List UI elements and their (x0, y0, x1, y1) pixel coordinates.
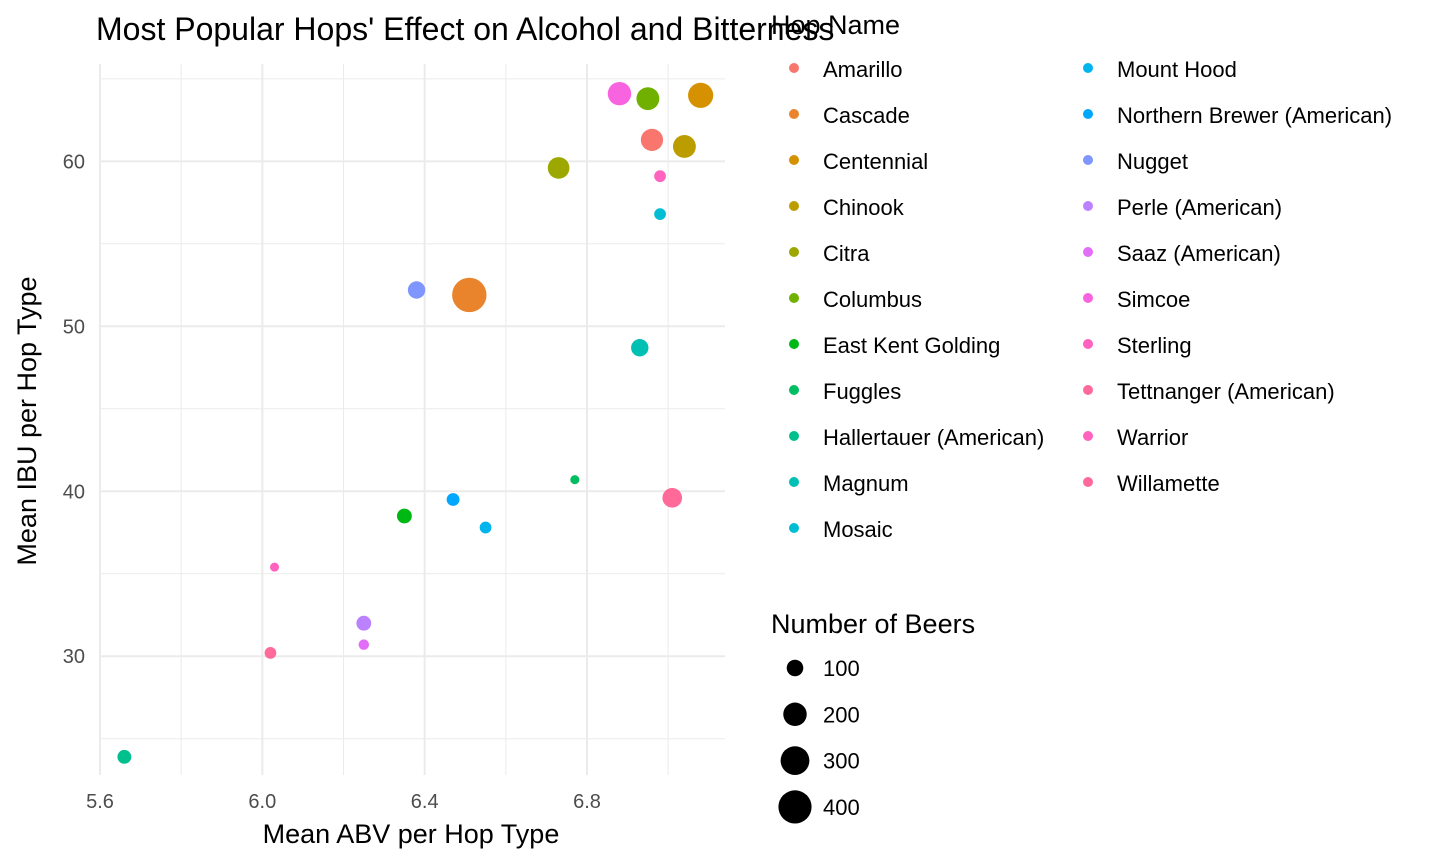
legend-key (1083, 477, 1093, 487)
color-legend-title: Hop Name (771, 10, 900, 40)
legend-label: Hallertauer (American) (823, 425, 1044, 450)
legend-key (1083, 431, 1093, 441)
legend-key (1083, 63, 1093, 73)
legend-label: Centennial (823, 149, 928, 174)
y-tick-label: 40 (63, 481, 85, 503)
data-point (407, 281, 426, 299)
data-point (631, 339, 649, 357)
chart-title: Most Popular Hops' Effect on Alcohol and… (96, 11, 834, 47)
legend-label: Willamette (1117, 471, 1220, 496)
legend-label: Northern Brewer (American) (1117, 103, 1392, 128)
data-point (640, 128, 664, 152)
size-legend-title: Number of Beers (771, 609, 975, 639)
legend-label: Mount Hood (1117, 57, 1237, 82)
legend-label: Fuggles (823, 379, 901, 404)
data-point (396, 508, 412, 524)
legend-key (789, 201, 799, 211)
x-tick-label: 6.4 (411, 791, 439, 813)
legend-label: Sterling (1117, 333, 1192, 358)
data-point (607, 81, 632, 106)
legend-key (1083, 293, 1093, 303)
legend-key (789, 247, 799, 257)
y-axis-title: Mean IBU per Hop Type (12, 276, 42, 565)
size-legend-label: 200 (823, 702, 860, 727)
legend-label: Simcoe (1117, 287, 1190, 312)
data-point (570, 475, 580, 485)
legend-key (1083, 385, 1093, 395)
legend-key (789, 431, 799, 441)
data-point (356, 615, 372, 631)
data-point (446, 493, 460, 506)
y-tick-label: 50 (63, 316, 85, 338)
size-legend-label: 300 (823, 749, 860, 774)
legend-label: Perle (American) (1117, 195, 1282, 220)
data-point (654, 170, 666, 183)
legend-key (1083, 155, 1093, 165)
legend-key (1083, 109, 1093, 119)
size-legend-label: 400 (823, 795, 860, 820)
data-point (547, 157, 570, 179)
legend-label: Amarillo (823, 57, 902, 82)
data-point (636, 87, 660, 111)
x-tick-label: 6.0 (248, 791, 276, 813)
size-legend-label: 100 (823, 656, 860, 681)
legend-label: Nugget (1117, 149, 1188, 174)
legend-label: Mosaic (823, 517, 893, 542)
y-tick-label: 30 (63, 646, 85, 668)
grid (99, 64, 725, 775)
legend-key (1083, 201, 1093, 211)
legend-label: Magnum (823, 471, 909, 496)
data-point (117, 749, 132, 764)
data-point (654, 208, 666, 220)
legend-label: Chinook (823, 195, 905, 220)
legend-key (789, 477, 799, 487)
legend-label: Tettnanger (American) (1117, 379, 1335, 404)
legend-label: Columbus (823, 287, 922, 312)
legend-label: Citra (823, 241, 870, 266)
legend-key (789, 293, 799, 303)
data-point (662, 488, 683, 508)
legend-key (789, 385, 799, 395)
data-point (688, 82, 714, 108)
data-point (264, 647, 277, 659)
data-points (117, 81, 714, 764)
size-legend: Number of Beers 100 200 300 400 (771, 609, 975, 824)
x-axis-ticks: 5.6 6.0 6.4 6.8 (86, 791, 601, 813)
size-legend-key (778, 790, 812, 824)
size-legend-key (783, 702, 807, 727)
legend-key (1083, 247, 1093, 257)
legend-key (789, 109, 799, 119)
legend-key (789, 63, 799, 73)
x-tick-label: 5.6 (86, 791, 114, 813)
y-tick-label: 60 (63, 151, 85, 173)
size-legend-key (786, 659, 804, 677)
size-legend-key (780, 746, 810, 775)
x-tick-label: 6.8 (573, 791, 601, 813)
legend-label: Warrior (1117, 425, 1188, 450)
legend-label: Cascade (823, 103, 910, 128)
color-legend: Hop Name Amarillo Cascade Centennial Chinoo… (771, 10, 1392, 542)
legend-label: East Kent Golding (823, 333, 1000, 358)
legend-key (789, 339, 799, 349)
legend-key (789, 155, 799, 165)
data-point (479, 521, 492, 534)
data-point (452, 277, 487, 313)
legend-key (789, 523, 799, 533)
y-axis-ticks: 30 40 50 60 (63, 151, 85, 668)
legend-label: Saaz (American) (1117, 241, 1281, 266)
data-point (270, 562, 280, 572)
legend-key (1083, 339, 1093, 349)
data-point (358, 639, 370, 650)
data-point (672, 135, 696, 158)
x-axis-title: Mean ABV per Hop Type (263, 819, 560, 849)
